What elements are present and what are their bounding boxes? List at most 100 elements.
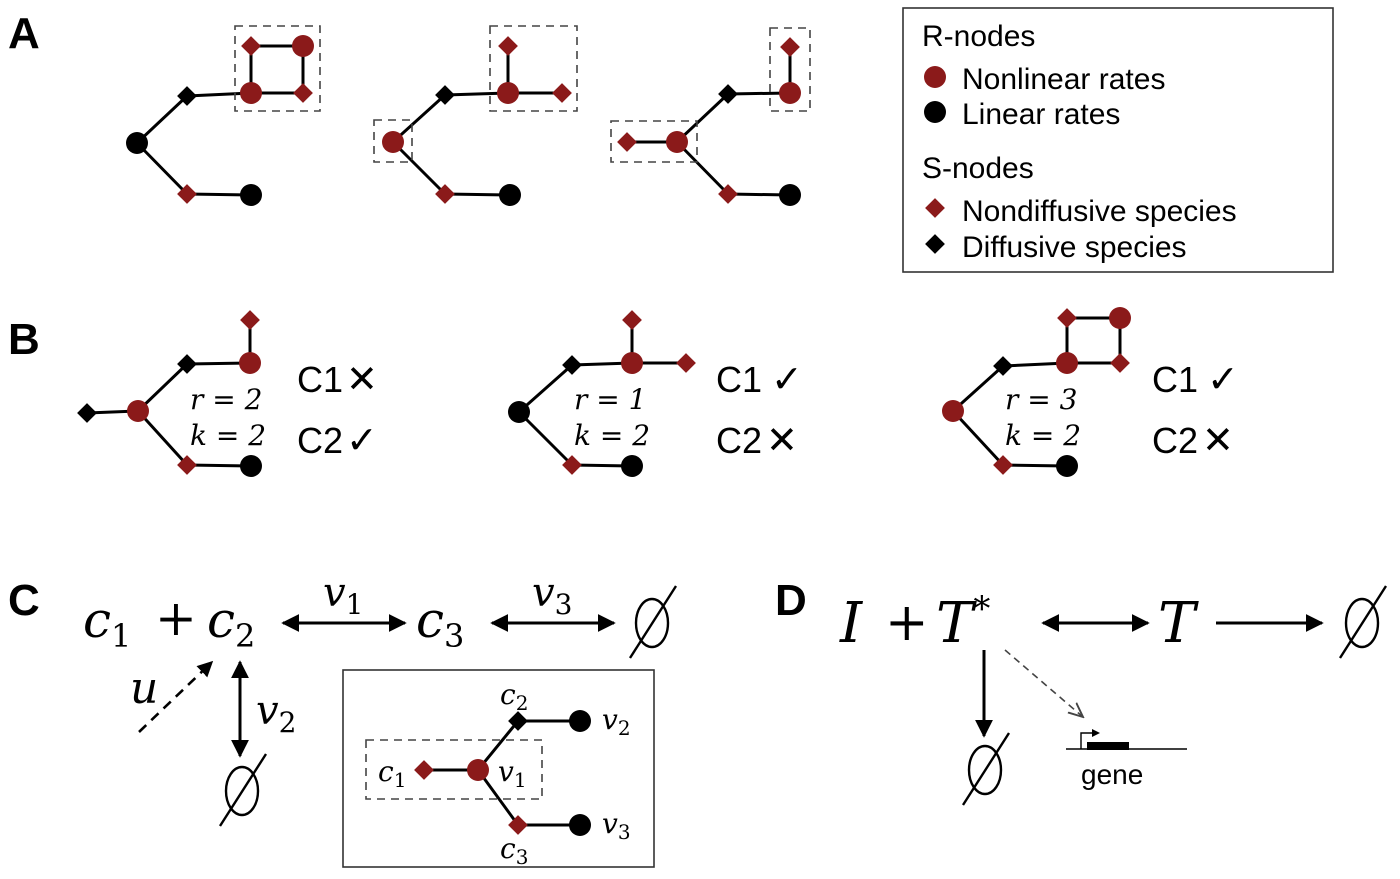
nondiffusive-species-node: [498, 36, 518, 56]
panel-c-inset: c1 v1 c2 c3 v2 v3: [342, 669, 655, 869]
legend-nonlinear-swatch: [924, 66, 946, 88]
nondiffusive-species-node: [177, 455, 197, 475]
legend-nondiffusive-label: Nondiffusive species: [962, 195, 1237, 228]
legend-diffusive-label: Diffusive species: [962, 231, 1187, 264]
r-value-label: r = 3: [1005, 383, 1077, 416]
nonlinear-rate-node: [382, 131, 404, 153]
gene-label: gene: [1081, 759, 1143, 790]
inset-v2: v2: [602, 703, 631, 740]
panel-b-network-2: r = 1 k = 2 C1 ✓ C2 ✕: [508, 310, 803, 477]
dashed-box: [610, 120, 698, 163]
nonlinear-rate-node: [239, 352, 261, 374]
plus-sign: +: [885, 593, 929, 653]
empty-set-c3: [628, 585, 678, 659]
c1-mark: ✕: [346, 359, 378, 401]
inset-c3: c3: [500, 832, 528, 869]
dashed-box: [365, 739, 543, 800]
inset-c2: c2: [500, 678, 528, 715]
r-value-label: r = 2: [190, 383, 262, 416]
diffusive-species-node: [435, 85, 455, 105]
legend-s-title: S-nodes: [922, 152, 1034, 185]
nondiffusive-species-node: [780, 37, 800, 57]
nondiffusive-species-node: [241, 36, 261, 56]
plus-sign: +: [155, 589, 197, 647]
linear-rate-node: [621, 455, 643, 477]
rate-v3: v3: [532, 570, 572, 621]
linear-rate-node: [240, 455, 262, 477]
c1-mark: ✓: [771, 359, 803, 401]
linear-rate-node: [569, 814, 591, 836]
panel-a-network-3: [610, 27, 811, 206]
diffusive-species-node: [562, 355, 582, 375]
input-u: u: [130, 663, 158, 714]
legend-linear-swatch: [924, 101, 946, 123]
nonlinear-rate-node: [467, 759, 489, 781]
diffusive-species-node: [77, 403, 97, 423]
nondiffusive-species-node: [293, 83, 313, 103]
legend-nonlinear-label: Nonlinear rates: [962, 63, 1165, 96]
diffusive-species-node: [993, 356, 1013, 376]
panel-a-network-1: [126, 25, 321, 206]
nondiffusive-species-node: [435, 184, 455, 204]
nonlinear-rate-node: [1056, 352, 1078, 374]
diffusive-species-node: [177, 86, 197, 106]
nonlinear-rate-node: [497, 82, 519, 104]
panel-label-b: B: [8, 315, 40, 364]
c2-mark: ✕: [766, 420, 798, 462]
legend: R-nodes Nonlinear rates Linear rates S-n…: [902, 7, 1334, 273]
c1-label: C1: [1152, 359, 1198, 400]
nondiffusive-species-node: [177, 184, 197, 204]
nonlinear-rate-node: [127, 400, 149, 422]
linear-rate-node: [508, 401, 530, 423]
species-c2: c2: [207, 591, 255, 655]
c1-label: C1: [716, 359, 762, 400]
k-value-label: k = 2: [1005, 419, 1081, 452]
nondiffusive-species-node: [240, 310, 260, 330]
species-c1: c1: [83, 591, 131, 655]
panel-a-network-2: [373, 25, 578, 206]
panel-b-network-1: r = 2 k = 2 C1 ✕ C2 ✓: [77, 310, 378, 477]
nonlinear-rate-node: [942, 400, 964, 422]
c2-label: C2: [1152, 420, 1198, 461]
panel-c-reaction: c1 + c2 v1 c3 v3 u v2: [83, 570, 678, 827]
nondiffusive-species-node: [1057, 308, 1077, 328]
nonlinear-rate-node: [779, 82, 801, 104]
panel-label-d: D: [775, 576, 807, 625]
nondiffusive-species-node: [552, 83, 572, 103]
species-c3: c3: [416, 591, 464, 655]
panel-label-c: C: [8, 576, 40, 625]
nonlinear-rate-node: [666, 131, 688, 153]
c2-label: C2: [297, 420, 343, 461]
r-value-label: r = 1: [574, 383, 646, 416]
nondiffusive-species-node: [676, 353, 696, 373]
empty-set-T: [1338, 585, 1388, 659]
nondiffusive-species-node: [562, 455, 582, 475]
nonlinear-rate-node: [621, 352, 643, 374]
empty-set-c2: [218, 753, 268, 827]
dashed-box: [489, 25, 578, 112]
linear-rate-node: [126, 132, 148, 154]
nonlinear-rate-node: [1109, 307, 1131, 329]
nondiffusive-species-node: [617, 132, 637, 152]
nondiffusive-species-node: [993, 455, 1013, 475]
c1-mark: ✓: [1207, 359, 1239, 401]
rate-v2: v2: [256, 688, 296, 739]
dashed-box: [234, 25, 321, 112]
rate-v1: v1: [323, 570, 363, 621]
dashed-box: [373, 119, 413, 163]
nonlinear-rate-node: [240, 82, 262, 104]
species-T: T: [1158, 591, 1199, 656]
activation-arrow: [1004, 649, 1083, 717]
linear-rate-node: [1056, 455, 1078, 477]
inset-v1: v1: [498, 755, 527, 792]
legend-box: [902, 7, 1334, 273]
nondiffusive-species-node: [622, 310, 642, 330]
panel-d-reaction: I + T* T gene: [839, 585, 1388, 806]
linear-rate-node: [779, 184, 801, 206]
dashed-box: [769, 27, 811, 112]
k-value-label: k = 2: [574, 419, 650, 452]
linear-rate-node: [240, 184, 262, 206]
nondiffusive-species-node: [414, 760, 434, 780]
c1-label: C1: [297, 359, 343, 400]
c2-label: C2: [716, 420, 762, 461]
